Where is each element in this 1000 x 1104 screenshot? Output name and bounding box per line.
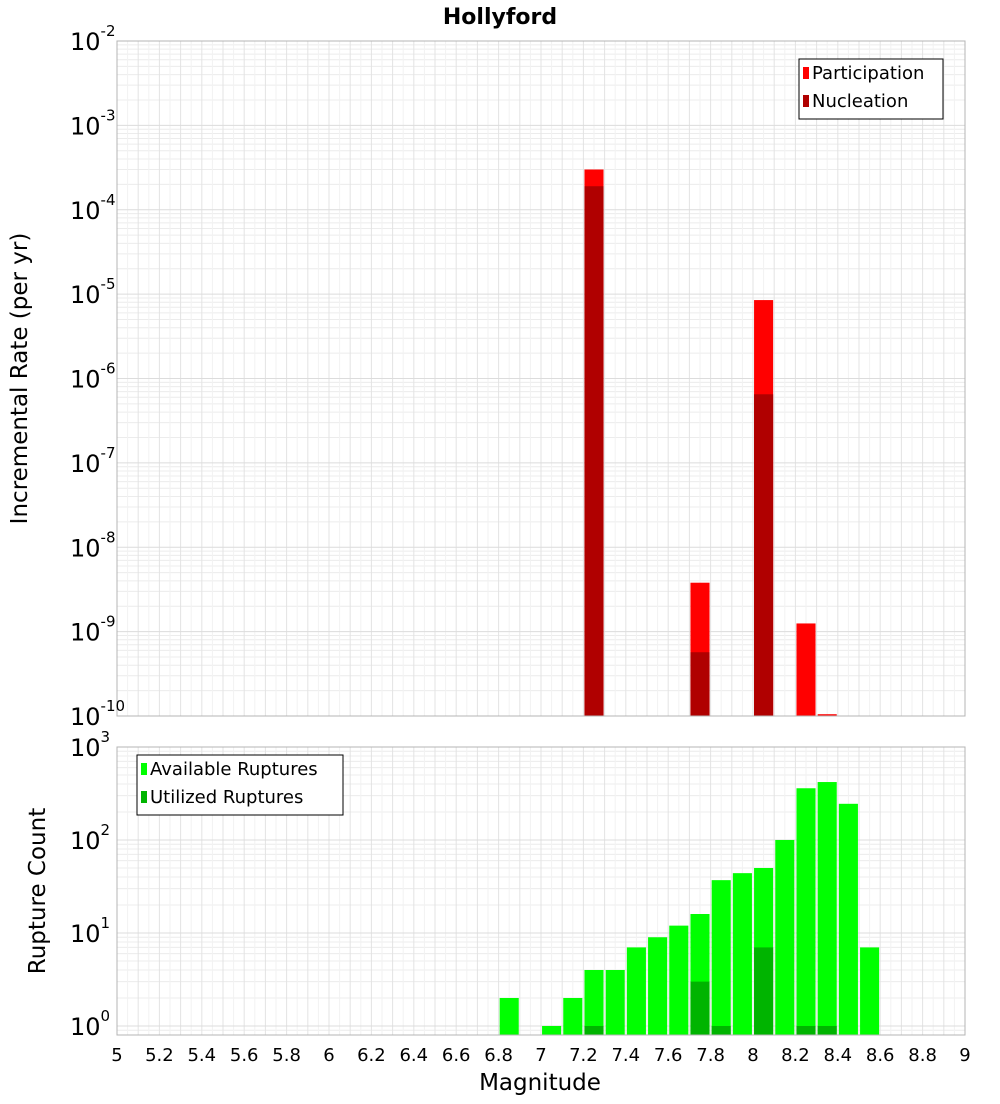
chart-title: Hollyford	[443, 5, 557, 30]
x-tick-label-19: 8.8	[908, 1045, 937, 1066]
y-tick-label-1-8: 10-2	[70, 22, 116, 56]
x-tick-label-1: 5.2	[145, 1045, 174, 1066]
bar-nucleation-0	[584, 186, 604, 716]
legend-label-available-ruptures: Available Ruptures	[150, 759, 318, 780]
bar-participation-4	[817, 714, 837, 716]
y-tick-label-2-3: 103	[70, 728, 110, 762]
y-tick-label-1-3: 10-7	[70, 444, 116, 478]
bar-utilized-ruptures-5	[817, 1025, 837, 1035]
y-tick-label-2-2: 102	[70, 821, 110, 855]
x-tick-label-0: 5	[111, 1045, 122, 1066]
bar-available-ruptures-4	[605, 969, 625, 1035]
y-tick-label-1-6: 10-4	[70, 191, 116, 225]
y-axis-title-2: Rupture Count	[25, 808, 51, 974]
bar-available-ruptures-10	[732, 873, 752, 1035]
bar-available-ruptures-14	[817, 782, 837, 1035]
bar-available-ruptures-5	[626, 947, 646, 1035]
bar-available-ruptures-0	[499, 997, 519, 1035]
bar-utilized-ruptures-0	[584, 1025, 604, 1035]
x-tick-label-10: 7	[535, 1045, 546, 1066]
bar-available-ruptures-9	[711, 880, 731, 1035]
legend-box-2	[136, 754, 344, 816]
bar-available-ruptures-13	[796, 788, 816, 1035]
legend-box-1	[798, 58, 944, 120]
legend-label-nucleation: Nucleation	[812, 91, 908, 112]
y-tick-label-2-1: 101	[70, 914, 110, 948]
x-tick-label-12: 7.4	[611, 1045, 640, 1066]
x-tick-label-2: 5.4	[187, 1045, 216, 1066]
x-tick-label-20: 9	[959, 1045, 970, 1066]
bar-available-ruptures-1	[542, 1025, 562, 1035]
legend-swatch-participation	[803, 67, 809, 79]
bar-available-ruptures-2	[563, 997, 583, 1035]
x-tick-label-15: 8	[747, 1045, 758, 1066]
bar-available-ruptures-6	[648, 937, 668, 1035]
x-tick-label-8: 6.6	[442, 1045, 471, 1066]
legend-label-utilized-ruptures: Utilized Ruptures	[150, 787, 303, 808]
y-tick-label-2-0: 100	[70, 1007, 110, 1041]
x-tick-label-6: 6.2	[357, 1045, 386, 1066]
plot-border-1	[116, 40, 966, 717]
bar-available-ruptures-12	[775, 839, 795, 1035]
x-axis-title: Magnitude	[479, 1070, 601, 1096]
bar-utilized-ruptures-3	[754, 947, 774, 1035]
x-tick-label-7: 6.4	[399, 1045, 428, 1066]
y-tick-label-1-1: 10-9	[70, 613, 116, 647]
x-tick-label-11: 7.2	[569, 1045, 598, 1066]
x-tick-label-18: 8.6	[866, 1045, 895, 1066]
y-tick-label-1-2: 10-8	[70, 528, 116, 562]
bar-available-ruptures-15	[838, 803, 858, 1035]
y-tick-label-1-4: 10-6	[70, 360, 116, 394]
bar-utilized-ruptures-1	[690, 981, 710, 1035]
y-tick-label-1-0: 10-10	[70, 697, 125, 731]
y-tick-label-1-7: 10-3	[70, 106, 116, 140]
x-tick-label-9: 6.8	[484, 1045, 513, 1066]
x-tick-label-16: 8.2	[781, 1045, 810, 1066]
x-tick-label-5: 6	[323, 1045, 334, 1066]
bar-available-ruptures-16	[860, 947, 880, 1035]
bar-participation-3	[796, 623, 816, 716]
x-tick-label-13: 7.6	[654, 1045, 683, 1066]
bar-utilized-ruptures-2	[711, 1025, 731, 1035]
plot-border-2	[116, 746, 966, 1036]
y-tick-label-1-5: 10-5	[70, 275, 116, 309]
bar-utilized-ruptures-4	[796, 1025, 816, 1035]
y-axis-title-1: Incremental Rate (per yr)	[7, 233, 33, 525]
legend-swatch-available-ruptures	[141, 763, 147, 775]
x-tick-label-17: 8.4	[823, 1045, 852, 1066]
legend-swatch-utilized-ruptures	[141, 791, 147, 803]
x-tick-label-3: 5.6	[230, 1045, 259, 1066]
bar-available-ruptures-3	[584, 969, 604, 1035]
bar-nucleation-1	[690, 652, 710, 716]
legend-swatch-nucleation	[803, 95, 809, 107]
bar-available-ruptures-7	[669, 925, 689, 1035]
x-tick-label-4: 5.8	[272, 1045, 301, 1066]
legend-label-participation: Participation	[812, 63, 924, 84]
x-tick-label-14: 7.8	[696, 1045, 725, 1066]
bar-nucleation-2	[754, 394, 774, 716]
